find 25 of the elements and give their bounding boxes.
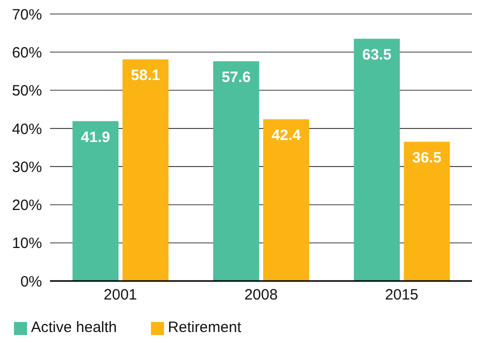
bar [213, 61, 260, 281]
data-label: 41.9 [80, 128, 110, 146]
bar [122, 59, 169, 281]
bar [263, 119, 310, 281]
bar [72, 121, 119, 281]
y-tick-label: 60% [12, 44, 42, 62]
legend-label: Active health [31, 319, 117, 336]
legend-label: Retirement [168, 319, 242, 336]
bar [354, 38, 400, 281]
y-tick-label: 20% [12, 197, 42, 214]
x-tick-label: 2001 [104, 286, 138, 304]
y-tick-label: 10% [12, 235, 42, 252]
x-tick-label: 2008 [244, 286, 278, 304]
y-tick-label: 50% [12, 82, 42, 100]
x-tick-label: 2015 [384, 286, 418, 304]
data-label: 63.5 [362, 46, 392, 64]
data-label: 58.1 [130, 67, 160, 84]
data-label: 57.6 [222, 68, 251, 86]
y-tick-label: 30% [12, 158, 42, 176]
data-label: 42.4 [272, 126, 302, 144]
y-tick-label: 70% [12, 6, 42, 24]
data-label: 36.5 [412, 149, 442, 166]
y-tick-label: 40% [12, 120, 42, 138]
bar [404, 142, 450, 281]
y-tick-label: 0% [20, 273, 42, 290]
